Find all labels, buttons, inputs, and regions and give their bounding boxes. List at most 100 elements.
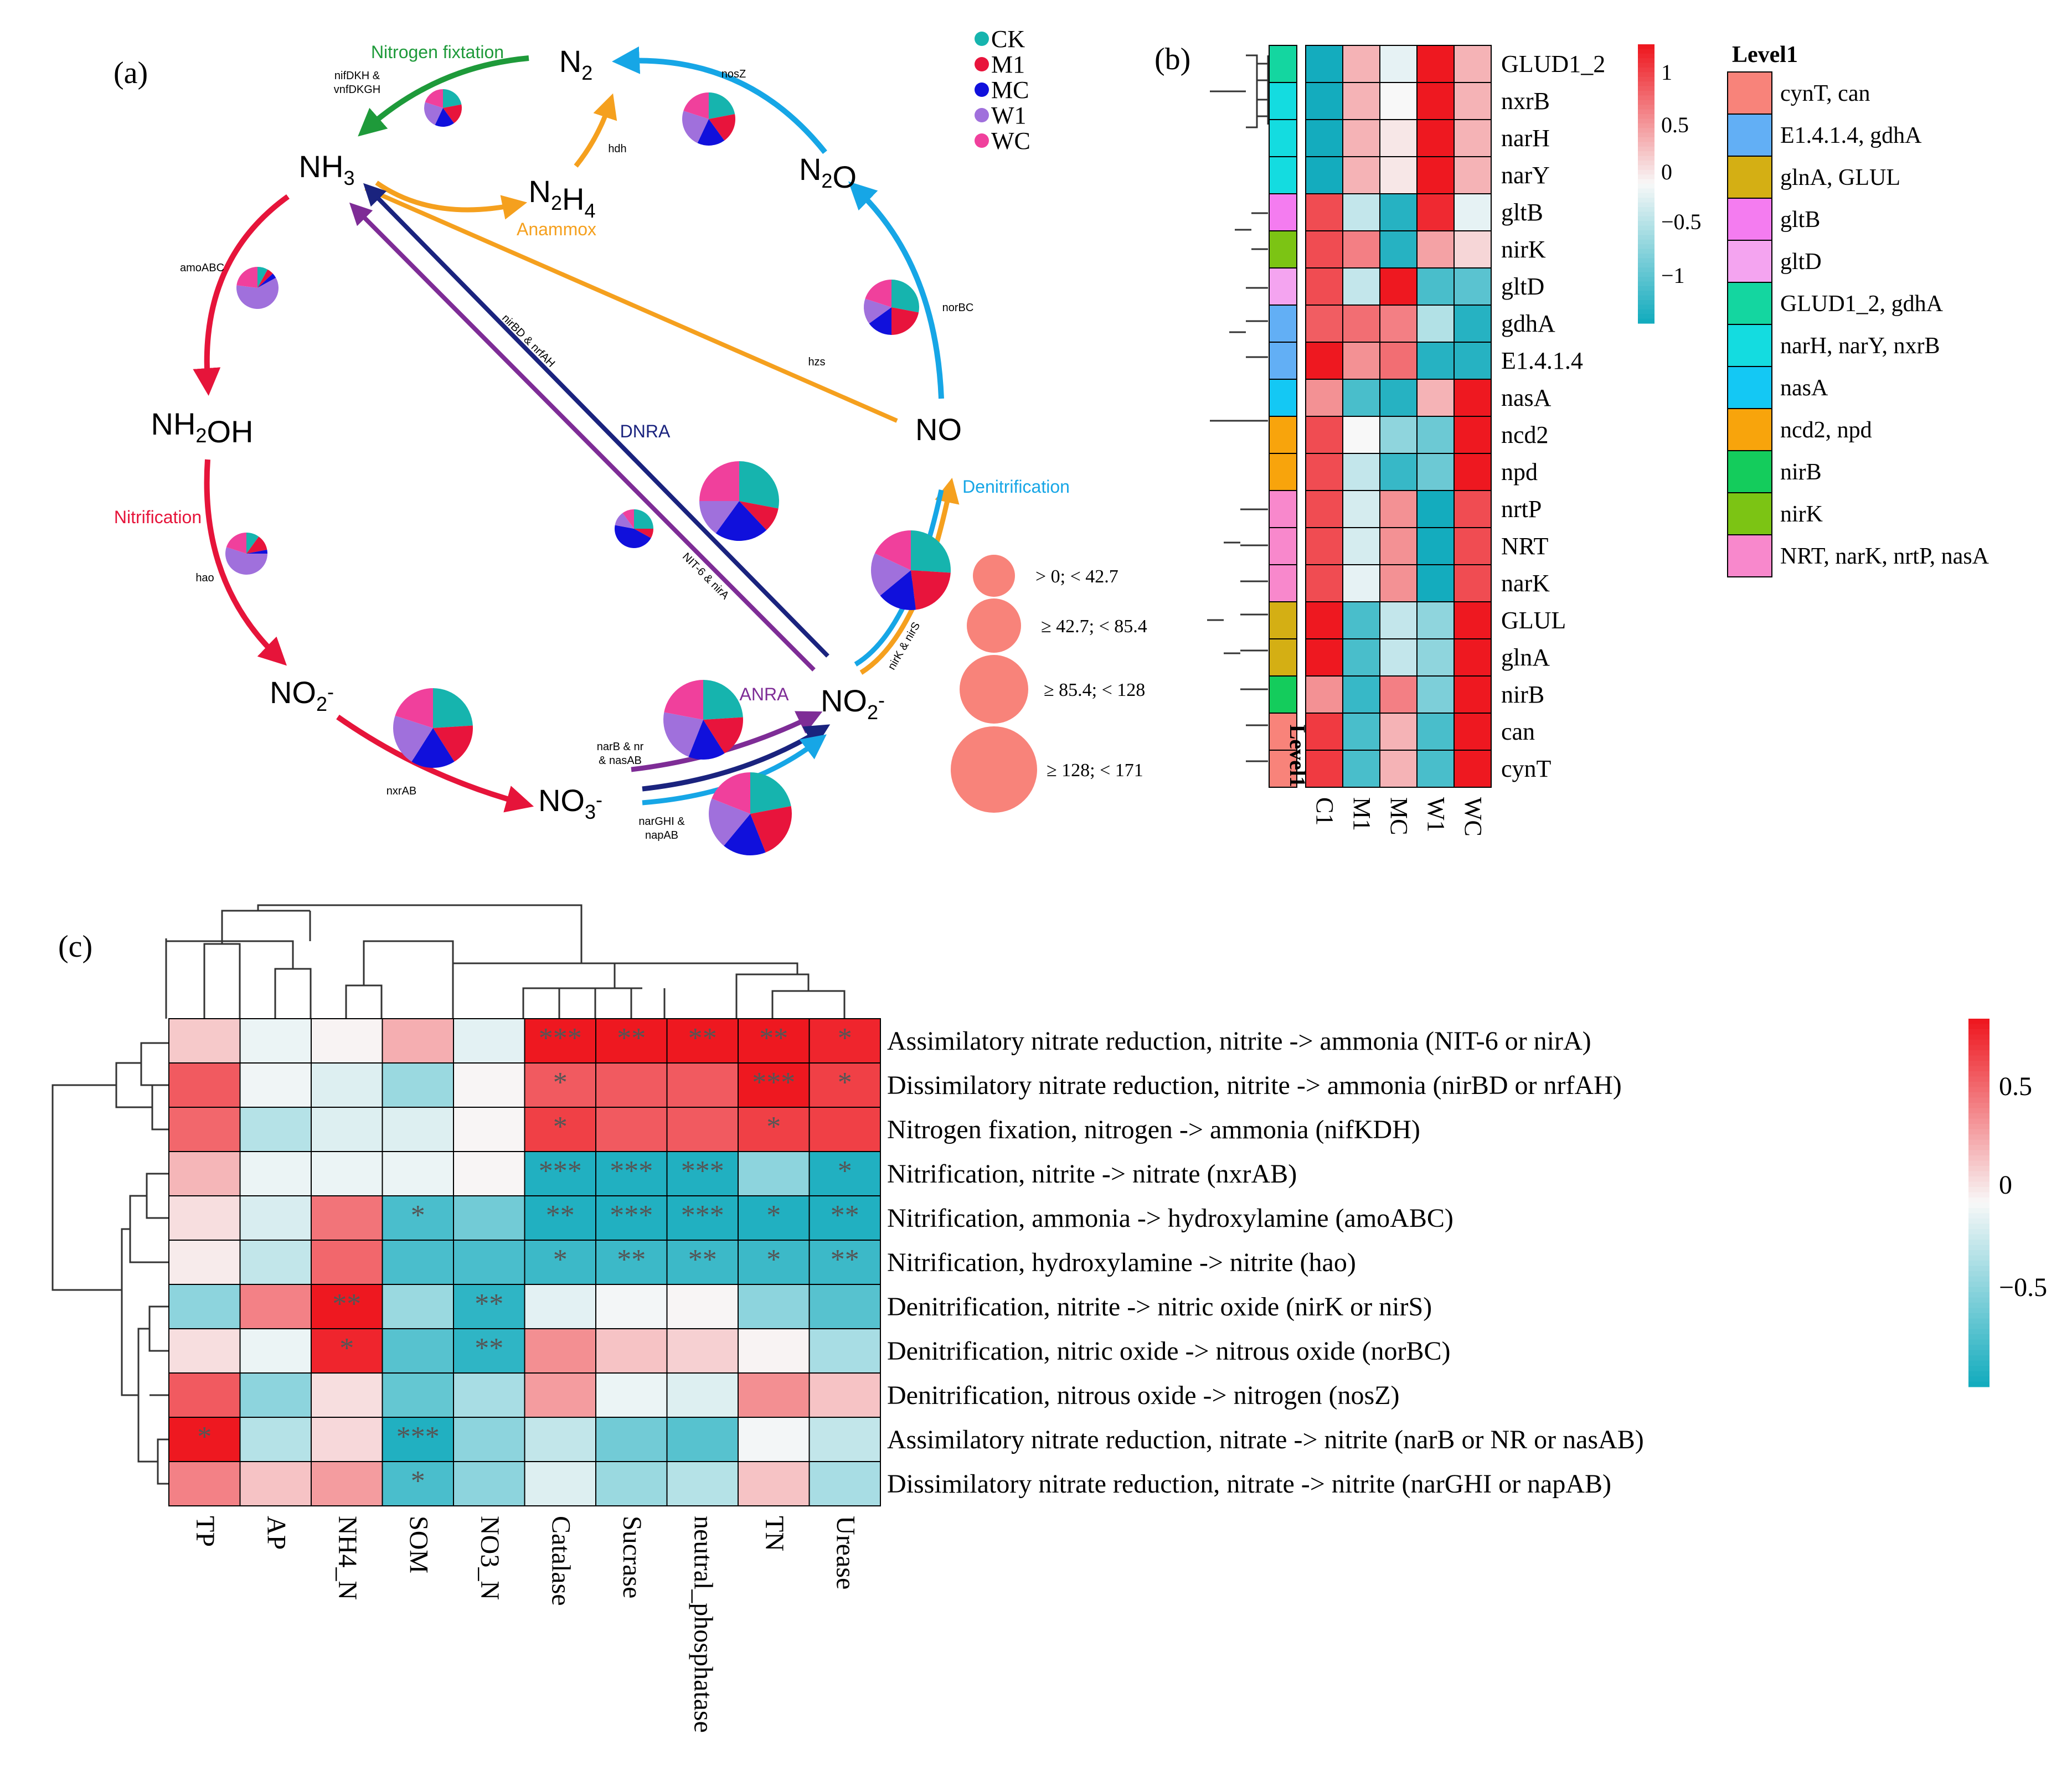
colorbar-b-step [1638,179,1654,184]
node-nh3: NH3 [299,149,355,189]
pie-nit6-slice-CK [739,461,780,509]
cell-b-glnA-MC [1379,638,1418,677]
colorbar-c: 0.5 0 −0.5 [1968,1019,2047,1387]
colorbar-c-step [1968,1329,1989,1335]
cell-b-narH-M1 [1342,119,1380,157]
level-b-narY [1269,156,1297,194]
colorbar-c-step [1968,1050,1989,1056]
pie-nor-slice-WC [865,280,891,307]
colorbar-b-step [1638,174,1654,180]
cell-c-4-Urease [808,1195,881,1241]
colorbar-c-step [1968,1129,1989,1135]
cell-c-8-neutral_phosphatase [666,1372,739,1418]
cell-b-cynT-MC [1379,750,1418,788]
pie-narg-slice-CK [750,772,791,814]
cell-b-nirB-C1 [1305,675,1343,714]
colorbar-b-step [1638,318,1654,324]
cell-b-GLUL-WC [1454,601,1492,639]
cell-c-7-SOM [382,1328,454,1374]
cell-b-cynT-WC [1454,750,1492,788]
colorbar-b-step [1638,105,1654,110]
colorbar-b-step [1638,169,1654,175]
colorbar-c-step [1968,1103,1989,1108]
cell-b-nasA-MC [1379,379,1418,417]
cell-b-nrtP-W1 [1416,490,1455,528]
cell-b-nxrB-W1 [1416,82,1455,120]
sig-c-6-NO3_N: ** [475,1288,503,1320]
colorbar-c-step [1968,1082,1989,1087]
cell-b-NRT-C1 [1305,527,1343,565]
colorbar-c-step [1968,1187,1989,1193]
row-label-c-3: Nitrification, nitrite -> nitrate (nxrAB… [887,1159,1297,1189]
legend-b-label-8: ncd2, npd [1780,417,1872,443]
colorbar-b-step [1638,221,1654,226]
cell-b-narH-W1 [1416,119,1455,157]
pie-nirbd-slice-M1 [634,529,653,538]
colorbar-b-step [1638,198,1654,203]
sig-c-5-TN: * [766,1244,781,1276]
level-b-gdhA [1269,304,1297,343]
cell-c-3-AP [239,1151,312,1196]
gene-nosz: nosZ [721,68,746,80]
colorbar-b-step [1638,156,1654,161]
colorbar-b-step [1638,281,1654,287]
row-label-b-E1.4.1.4: E1.4.1.4 [1501,347,1583,374]
colorbar-c-step [1968,1318,1989,1324]
cell-b-GLUD1_2-MC [1379,45,1418,83]
cell-b-nxrB-MC [1379,82,1418,120]
cell-c-4-TN [738,1195,810,1241]
pie-nor-slice-M1 [891,307,919,335]
pie-narg-slice-WC [712,772,750,814]
panel-c-correlation-heatmap: (c) *** ** ** ** ** *** ** **** *** *** ** ** *** ***… [51,904,2047,1733]
cell-c-0-NO3_N [453,1018,525,1064]
gene-hao: hao [195,572,214,584]
level1-column [1269,45,1297,788]
colorbar-b-step [1638,123,1654,128]
colorbar-b-step [1638,109,1654,115]
arrow-nit6 [349,202,816,672]
colorbar-c-tick-1: 0 [1999,1170,2012,1200]
cell-b-glnA-W1 [1416,638,1455,677]
label-nitrogen-fixtation: Nitrogen fixtation [371,42,504,62]
level1-axis-label: Level1 [1285,725,1310,787]
legend-b-label-1: E1.4.1.4, gdhA [1780,123,1922,148]
pie-nosz-slice-WC [683,92,709,119]
pie-anra-slice-W1 [663,712,703,757]
colorbar-b-step [1638,314,1654,319]
size-circle-1 [973,555,1015,597]
colorbar-b-step [1638,291,1654,296]
colorbar-b-step [1638,249,1654,254]
cell-b-can-MC [1379,713,1418,751]
cell-c-1-TP [168,1062,241,1108]
colorbar-c-step [1968,1339,1989,1345]
size-label-4: ≥ 128; < 171 [1047,760,1143,781]
colorbar-b-step [1638,63,1654,68]
cell-b-ncd2-W1 [1416,416,1455,454]
size-label-2: ≥ 42.7; < 85.4 [1041,616,1147,637]
colorbar-c-step [1968,1024,1989,1030]
cell-b-can-C1 [1305,713,1343,751]
cell-c-8-TN [738,1372,810,1418]
node-n2o: N2O [799,152,857,194]
cell-c-2-NH4_N [311,1107,383,1152]
cell-c-7-AP [239,1328,312,1374]
sig-c-0-Catalase: *** [539,1023,582,1054]
colorbar-c-step [1968,1087,1989,1093]
col-label-b-MC: MC [1385,797,1413,835]
cell-c-7-NO3_N [453,1328,525,1374]
cell-c-5-AP [239,1240,312,1285]
cell-b-gltB-MC [1379,193,1418,231]
label-denitrification: Denitrification [962,477,1070,497]
colorbar-c-step [1968,1045,1989,1051]
level-b-nrtP [1269,490,1297,528]
colorbar-b-step [1638,235,1654,240]
cell-c-5-Urease [808,1240,881,1285]
sig-c-2-TN: * [766,1111,781,1143]
cell-c-1-AP [239,1062,312,1108]
cell-c-2-NO3_N [453,1107,525,1152]
legend-b-swatch-9 [1727,450,1772,493]
cell-b-npd-M1 [1342,453,1380,491]
cell-c-10-Sucrase [595,1461,668,1506]
colorbar-b-step [1638,188,1654,194]
